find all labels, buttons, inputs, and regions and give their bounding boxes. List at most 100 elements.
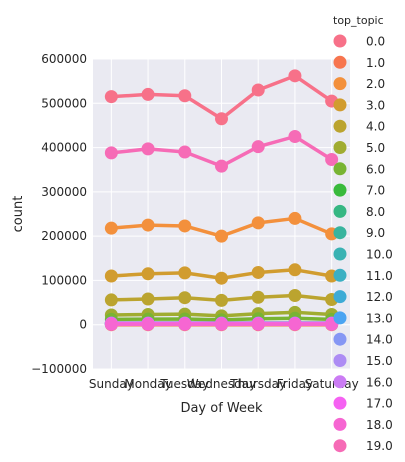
series-layer: [104, 69, 339, 332]
data-point: [178, 145, 192, 159]
x-tick-label: Tuesday: [159, 377, 209, 391]
x-tick-label: Wednesday: [187, 377, 256, 391]
legend-marker: [333, 141, 347, 154]
legend-title: top_topic: [333, 14, 384, 27]
legend-label: 18.0: [366, 418, 393, 432]
y-tick-label: 200000: [41, 229, 87, 243]
x-axis-ticks: SundayMondayTuesdayWednesdayThursdayFrid…: [89, 377, 359, 391]
legend-marker: [333, 396, 347, 410]
legend-label: 19.0: [366, 439, 393, 453]
series-2.0: [104, 211, 339, 243]
y-tick-label: 500000: [41, 96, 87, 110]
data-point: [178, 291, 192, 305]
x-tick-label: Sunday: [89, 377, 134, 391]
legend-label: 15.0: [366, 354, 393, 368]
series-4.0: [104, 288, 339, 307]
data-point: [251, 265, 265, 279]
data-point: [104, 317, 118, 331]
data-point: [141, 218, 155, 232]
legend-label: 13.0: [366, 311, 393, 325]
legend: top_topic 0.0 1.0 2.0 3.0 4.0 5.0 6.0 7.0 8.0 9.0…: [333, 14, 393, 453]
legend-label: 12.0: [366, 290, 393, 304]
data-point: [178, 317, 192, 331]
legend-label: 0.0: [366, 35, 385, 49]
data-point: [251, 83, 265, 97]
legend-marker: [333, 417, 347, 431]
legend-label: 16.0: [366, 375, 393, 389]
data-point: [178, 89, 192, 103]
x-tick-label: Thursday: [229, 377, 286, 391]
y-tick-label: 300000: [41, 185, 87, 199]
data-point: [104, 269, 118, 283]
data-point: [104, 146, 118, 160]
data-point: [104, 221, 118, 235]
data-point: [215, 293, 228, 307]
legend-marker: [333, 290, 347, 304]
legend-marker: [333, 375, 347, 389]
legend-marker: [333, 183, 347, 197]
legend-marker: [333, 268, 347, 282]
legend-label: 8.0: [366, 205, 385, 219]
data-point: [215, 229, 228, 243]
data-point: [251, 290, 265, 304]
data-point: [215, 112, 228, 126]
data-point: [178, 266, 192, 280]
data-point: [215, 271, 228, 285]
data-point: [288, 130, 302, 143]
data-point: [141, 87, 155, 101]
legend-label: 14.0: [366, 333, 393, 347]
series-18.0: [104, 317, 339, 331]
x-tick-label: Friday: [277, 377, 313, 391]
data-point: [104, 90, 118, 104]
data-point: [141, 142, 155, 156]
y-axis-label: count: [11, 196, 26, 233]
data-point: [215, 317, 228, 331]
legend-marker: [333, 439, 347, 453]
legend-label: 3.0: [366, 98, 385, 112]
legend-label: 17.0: [366, 397, 393, 411]
legend-marker: [333, 247, 347, 261]
legend-label: 5.0: [366, 141, 385, 155]
data-point: [288, 211, 302, 225]
series-3.0: [104, 263, 339, 285]
legend-label: 7.0: [366, 184, 385, 198]
data-point: [251, 140, 265, 154]
y-tick-label: 600000: [41, 52, 87, 66]
y-tick-label: 400000: [41, 141, 87, 155]
data-point: [215, 159, 228, 173]
series-19.0: [104, 130, 339, 173]
legend-label: 9.0: [366, 226, 385, 240]
legend-marker: [333, 162, 347, 176]
y-tick-label: 0: [79, 318, 87, 332]
legend-label: 2.0: [366, 77, 385, 91]
data-point: [104, 293, 118, 307]
y-axis-ticks: −100000 0 100000 200000 300000 400000 500000 60…: [31, 52, 87, 376]
data-point: [288, 317, 302, 331]
data-point: [251, 216, 265, 230]
legend-label: 11.0: [366, 269, 393, 283]
x-tick-label: Saturday: [305, 377, 359, 391]
legend-marker: [333, 77, 347, 91]
data-point: [251, 317, 265, 331]
legend-marker: [333, 204, 347, 218]
legend-marker: [333, 119, 347, 133]
legend-label: 10.0: [366, 248, 393, 262]
data-point: [288, 263, 302, 277]
legend-marker: [333, 34, 347, 48]
legend-label: 1.0: [366, 56, 385, 70]
legend-marker: [333, 354, 347, 367]
legend-label: 4.0: [366, 120, 385, 134]
legend-label: 6.0: [366, 162, 385, 176]
data-point: [178, 219, 192, 233]
data-point: [325, 153, 339, 167]
legend-marker: [333, 311, 347, 325]
data-point: [288, 288, 302, 302]
data-point: [141, 292, 155, 306]
y-tick-label: −100000: [31, 362, 87, 376]
data-point: [141, 267, 155, 281]
y-tick-label: 100000: [41, 273, 87, 287]
data-point: [141, 317, 155, 331]
legend-marker: [333, 98, 347, 112]
